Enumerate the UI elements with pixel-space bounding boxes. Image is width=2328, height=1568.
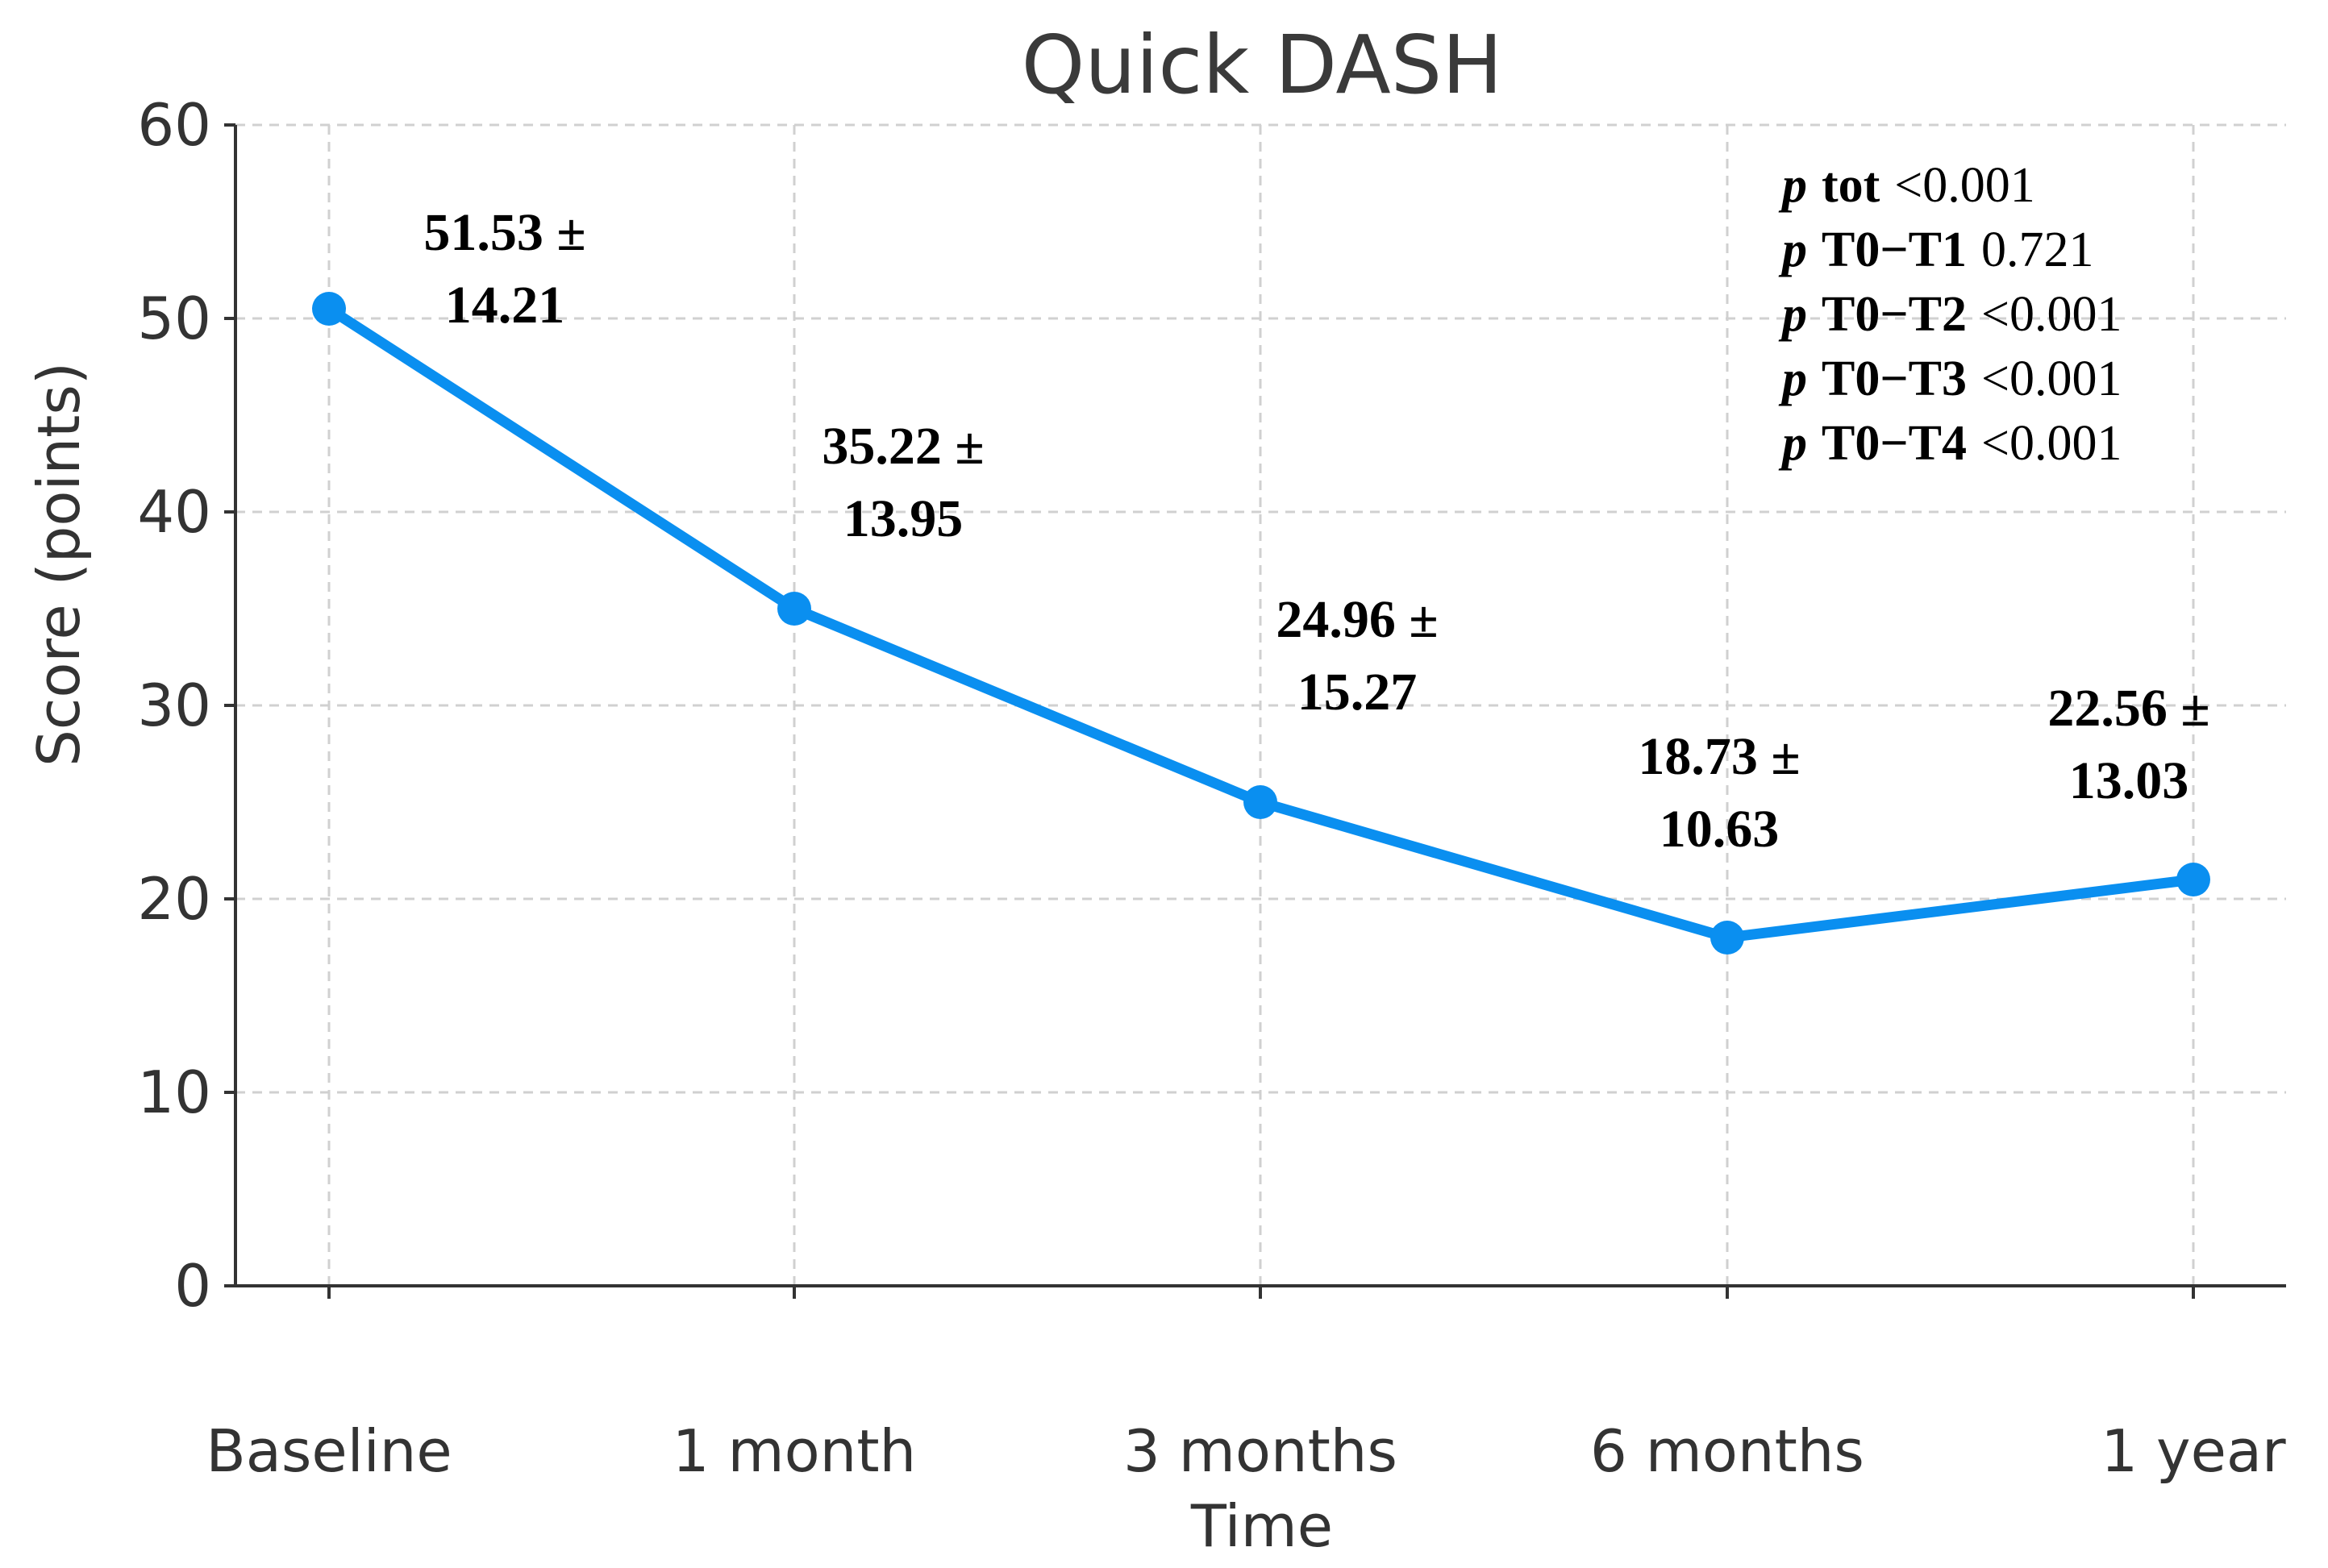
stat-comparison: T0−T1 <box>1822 223 1967 277</box>
x-tick-label: Baseline <box>206 1417 452 1485</box>
y-tick-label: 40 <box>137 478 211 546</box>
data-point <box>312 292 346 326</box>
data-label-sd: 13.03 <box>2069 751 2189 810</box>
stat-line: p T0−T4 <0.001 <box>1778 416 2122 471</box>
stat-line: p tot <0.001 <box>1778 158 2035 213</box>
stat-value: <0.001 <box>1894 158 2034 213</box>
x-tick-label: 6 months <box>1590 1417 1864 1485</box>
data-label-mean: 22.56 ± <box>2047 679 2209 738</box>
stat-p-symbol: p <box>1778 351 1807 406</box>
y-tick-label: 60 <box>137 91 211 159</box>
stat-comparison: T0−T3 <box>1822 351 1967 406</box>
x-ticks: Baseline 1 month 3 months 6 months 1 year <box>206 1286 2286 1485</box>
stat-p-symbol: p <box>1778 287 1807 342</box>
stat-value: 0.721 <box>1981 223 2094 277</box>
stat-p-symbol: p <box>1778 416 1807 471</box>
stat-value: <0.001 <box>1981 287 2122 342</box>
stat-line: p T0−T2 <0.001 <box>1778 287 2122 342</box>
x-tick-label: 1 year <box>2101 1417 2286 1485</box>
data-label-mean: 51.53 ± <box>423 203 585 262</box>
data-label-sd: 10.63 <box>1660 800 1780 859</box>
data-label-mean: 18.73 ± <box>1638 727 1800 786</box>
chart-title: Quick DASH <box>1022 18 1503 112</box>
x-tick-label: 3 months <box>1123 1417 1397 1485</box>
stat-line: p T0−T1 0.721 <box>1778 223 2094 277</box>
series <box>312 292 2210 955</box>
stat-comparison: T0−T2 <box>1822 287 1967 342</box>
stat-comparison: tot <box>1822 158 1880 213</box>
stat-value: <0.001 <box>1981 351 2122 406</box>
data-label-sd: 14.21 <box>445 276 565 335</box>
y-tick-label: 0 <box>174 1252 211 1320</box>
data-label-sd: 15.27 <box>1297 663 1418 722</box>
stat-value: <0.001 <box>1981 416 2122 471</box>
y-tick-label: 10 <box>137 1059 211 1126</box>
y-tick-label: 30 <box>137 672 211 739</box>
grid <box>235 123 2286 1286</box>
y-tick-label: 50 <box>137 285 211 352</box>
stat-line: p T0−T3 <0.001 <box>1778 351 2122 406</box>
data-point <box>1243 785 1277 819</box>
x-tick-label: 1 month <box>673 1417 916 1485</box>
stat-p-symbol: p <box>1778 223 1807 277</box>
x-axis-label: Time <box>1190 1492 1333 1560</box>
y-ticks: 0 10 20 30 40 50 60 <box>137 91 235 1320</box>
data-point <box>1710 921 1744 955</box>
stat-comparison: T0−T4 <box>1822 416 1967 471</box>
y-tick-label: 20 <box>137 865 211 933</box>
data-point <box>777 592 811 626</box>
data-label-mean: 24.96 ± <box>1276 590 1438 649</box>
data-label-sd: 13.95 <box>843 489 964 548</box>
stat-p-symbol: p <box>1778 158 1807 213</box>
data-point <box>2176 863 2210 896</box>
data-label-mean: 35.22 ± <box>822 417 984 476</box>
y-axis-label: Score (points) <box>25 362 93 767</box>
data-labels: 51.53 ± 14.21 35.22 ± 13.95 24.96 ± 15.27 18.7… <box>423 203 2209 859</box>
